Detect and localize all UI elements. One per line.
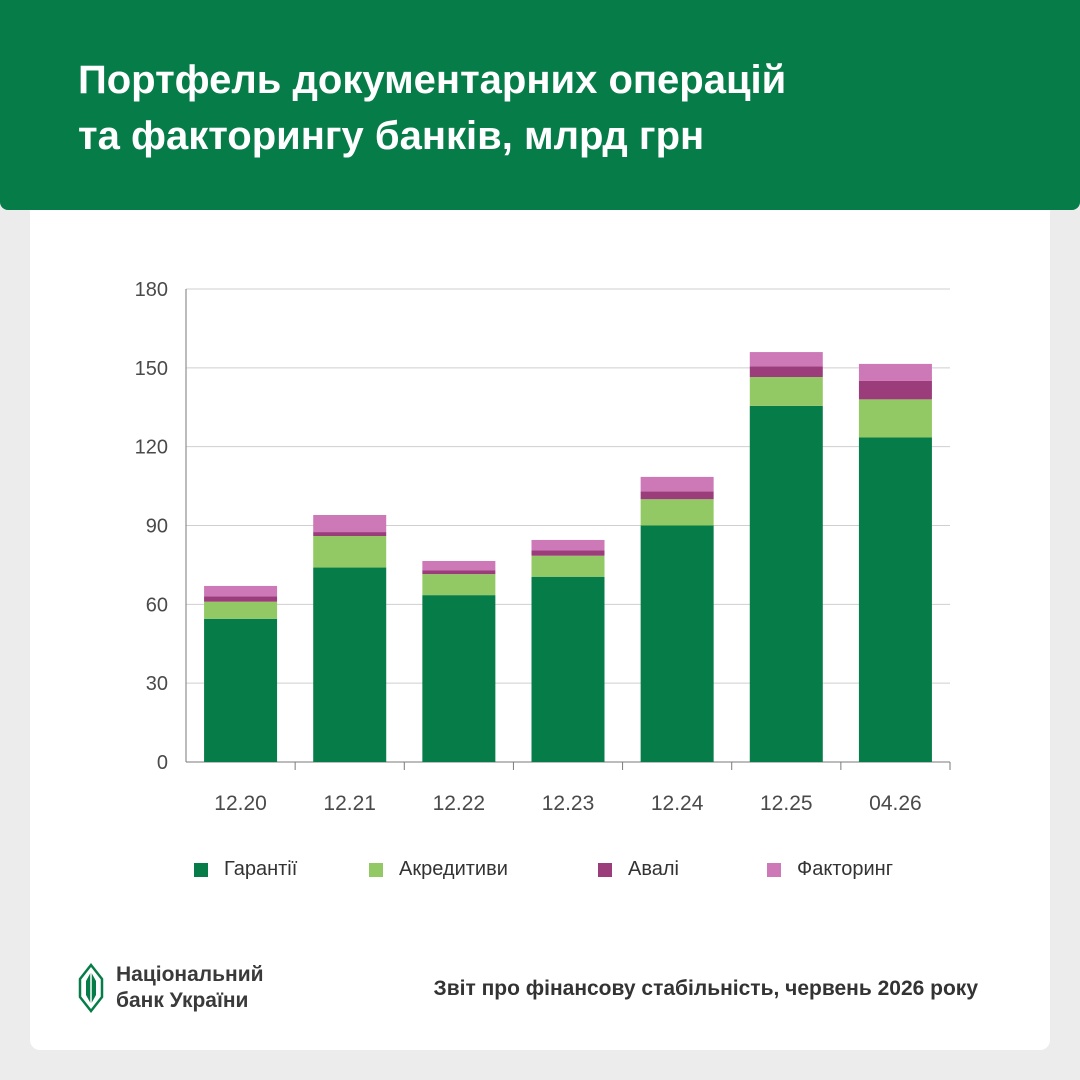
bar-12.20-series-1 [204,601,278,619]
bar-12.25-series-2 [749,366,823,378]
bar-12.22-series-2 [422,570,496,575]
y-tick-label-90: 90 [146,516,168,538]
y-tick-label-30: 30 [146,673,168,695]
legend-label-3: Факторинг [797,858,893,880]
y-tick-label-180: 180 [135,279,168,301]
chart-legend: Гарантії Акредитиви Авалі Факторинг [0,858,1080,888]
stacked-bar-chart: 0 30 60 90 120 150 180 12.20 12.21 12.22 12.23 12.2… [135,279,951,815]
bar-12.21-series-2 [313,532,387,537]
legend-label-0: Гарантії [224,858,298,880]
bar-12.21-series-3 [313,514,387,533]
bar-12.23-series-3 [531,539,605,551]
bar-12.25-series-1 [749,377,823,406]
legend-swatch-0 [194,862,208,877]
logo-line-2: банк України [116,989,249,1012]
bar-04.26-series-3 [858,363,932,381]
legend-swatch-1 [369,862,383,877]
legend-label-1: Акредитиви [399,858,508,880]
bar-12.21-series-1 [313,536,387,568]
bar-12.22-series-0 [422,595,496,762]
bar-12.20-series-0 [204,618,278,762]
bar-12.24-series-3 [640,476,714,492]
bar-12.22-series-3 [422,560,496,571]
legend-swatch-3 [767,862,781,877]
legend-label-2: Авалі [628,858,679,880]
bar-12.25-series-3 [749,352,823,367]
bar-12.23-series-0 [531,576,605,762]
y-tick-label-150: 150 [135,358,168,380]
bar-12.20-series-2 [204,596,278,602]
x-tick-label-12.21: 12.21 [323,792,376,815]
y-tick-label-60: 60 [146,594,168,616]
x-tick-label-12.25: 12.25 [760,792,813,815]
chart-title-line-1: Портфель документарних операцій [78,58,787,102]
nbu-logo: Національний банк України [78,962,264,1014]
legend-swatch-2 [598,862,612,877]
y-tick-label-120: 120 [135,437,168,459]
bar-12.22-series-1 [422,574,496,596]
logo-line-1: Національний [116,963,264,986]
nbu-logo-text: Національний банк України [116,962,264,1014]
legend-item-2: Авалі [598,858,679,881]
x-tick-label-12.22: 12.22 [433,792,486,815]
legend-item-3: Факторинг [767,858,893,881]
bar-12.23-series-2 [531,550,605,556]
nbu-emblem-icon [78,963,104,1013]
legend-item-1: Акредитиви [369,858,508,881]
legend-item-0: Гарантії [194,858,297,881]
x-tick-label-04.26: 04.26 [869,792,922,815]
header-banner: Портфель документарних операцій та факто… [0,0,1080,210]
source-note: Звіт про фінансову стабільність, червень… [433,977,978,1000]
bar-12.21-series-0 [313,567,387,762]
bar-04.26-series-1 [858,399,932,438]
y-tick-label-0: 0 [157,752,168,774]
x-tick-label-12.20: 12.20 [214,792,267,815]
chart-title: Портфель документарних операцій та факто… [78,52,978,164]
bar-12.25-series-0 [749,405,823,762]
x-tick-label-12.23: 12.23 [542,792,595,815]
bar-12.24-series-1 [640,499,714,526]
bar-04.26-series-0 [858,437,932,762]
chart-title-line-2: та факторингу банків, млрд грн [78,114,705,158]
bar-12.24-series-0 [640,525,714,762]
x-tick-label-12.24: 12.24 [651,792,704,815]
bar-12.23-series-1 [531,555,605,577]
bar-12.24-series-2 [640,491,714,500]
bar-12.20-series-3 [204,585,278,597]
bar-04.26-series-2 [858,380,932,400]
